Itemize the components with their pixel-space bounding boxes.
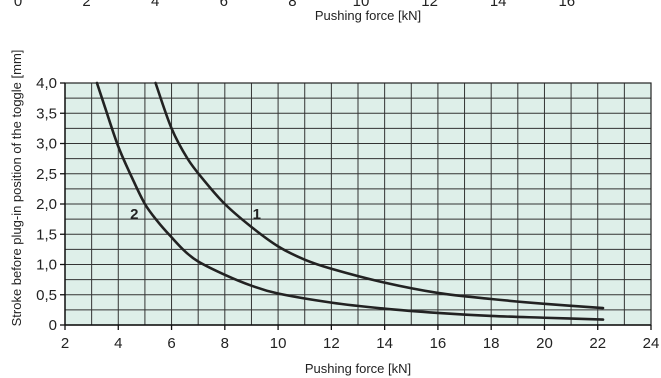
x-tick-label: 24 <box>643 335 660 352</box>
x-tick-label: 6 <box>167 335 175 352</box>
x-tick-label: 10 <box>270 335 287 352</box>
top-x-tick-label: 6 <box>220 0 228 10</box>
top-x-tick-label: 16 <box>558 0 575 10</box>
x-tick-label: 12 <box>323 335 340 352</box>
x-tick-labels: 2 4 6 8 10 12 14 16 18 20 22 24 <box>61 335 660 352</box>
axes <box>60 82 652 330</box>
x-tick-label: 2 <box>61 335 69 352</box>
top-x-tick-label: 12 <box>421 0 438 10</box>
x-tick-label: 16 <box>430 335 447 352</box>
series-annotations: 12 <box>130 206 261 223</box>
top-x-tick-label: 10 <box>353 0 370 10</box>
top-x-tick-label: 0 <box>14 0 22 10</box>
y-tick-label: 2,5 <box>36 166 57 183</box>
top-x-tick-label: 4 <box>151 0 159 10</box>
y-axis-label: Stroke before plug-in position of the to… <box>9 50 24 327</box>
y-tick-labels: 0 0,5 1,0 1,5 2,0 2,5 3,0 3,5 4,0 <box>36 75 57 334</box>
series-line-1 <box>154 81 605 310</box>
top-x-tick-label: 14 <box>490 0 507 10</box>
series-line-2 <box>95 81 605 321</box>
y-tick-label: 4,0 <box>36 75 57 92</box>
top-x-tick-label: 8 <box>288 0 296 10</box>
x-tick-label: 4 <box>114 335 122 352</box>
y-tick-label: 0 <box>49 317 57 334</box>
y-tick-label: 1,0 <box>36 257 57 274</box>
top-chart-x-axis-label: Pushing force [kN] <box>315 8 421 23</box>
series-label: 2 <box>130 206 138 223</box>
x-tick-label: 20 <box>536 335 553 352</box>
x-tick-label: 8 <box>221 335 229 352</box>
series-group <box>95 81 605 321</box>
y-tick-label: 3,0 <box>36 136 57 153</box>
top-chart-x-tick-labels: 0 2 4 6 8 10 12 14 16 <box>14 0 575 10</box>
top-x-tick-label: 2 <box>82 0 90 10</box>
x-tick-label: 22 <box>589 335 606 352</box>
x-axis-label: Pushing force [kN] <box>305 361 411 376</box>
y-tick-label: 2,0 <box>36 196 57 213</box>
y-tick-label: 0,5 <box>36 287 57 304</box>
x-tick-label: 14 <box>376 335 393 352</box>
y-tick-label: 3,5 <box>36 105 57 122</box>
x-tick-label: 18 <box>483 335 500 352</box>
series-label: 1 <box>253 206 261 223</box>
y-tick-label: 1,5 <box>36 226 57 243</box>
